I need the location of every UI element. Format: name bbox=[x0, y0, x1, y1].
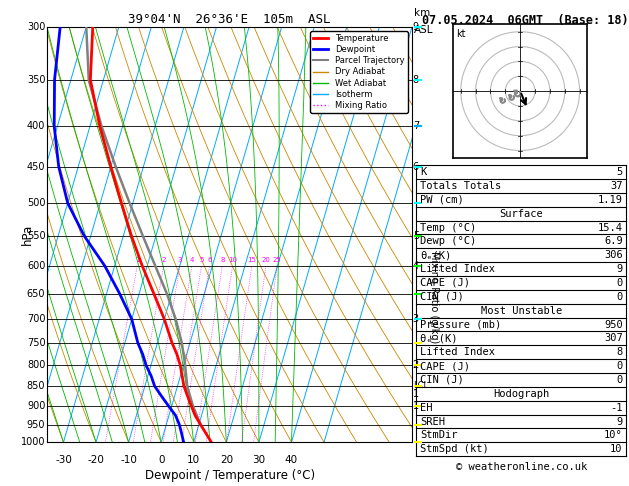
Text: 9: 9 bbox=[413, 22, 419, 32]
Text: SREH: SREH bbox=[420, 417, 445, 427]
Text: 0: 0 bbox=[616, 278, 623, 288]
Text: -30: -30 bbox=[55, 455, 72, 465]
Text: 07.05.2024  06GMT  (Base: 18): 07.05.2024 06GMT (Base: 18) bbox=[422, 14, 628, 27]
Text: 40: 40 bbox=[285, 455, 298, 465]
Text: ASL: ASL bbox=[414, 25, 433, 35]
Text: StmDir: StmDir bbox=[420, 431, 458, 440]
Text: 3: 3 bbox=[177, 257, 182, 262]
Text: 1: 1 bbox=[413, 401, 419, 411]
Text: 4: 4 bbox=[190, 257, 194, 262]
Text: Lifted Index: Lifted Index bbox=[420, 347, 495, 357]
Text: © weatheronline.co.uk: © weatheronline.co.uk bbox=[455, 462, 587, 472]
Text: 0: 0 bbox=[616, 292, 623, 302]
Text: 10°: 10° bbox=[604, 431, 623, 440]
Text: 6: 6 bbox=[413, 162, 419, 172]
Text: -10: -10 bbox=[120, 455, 137, 465]
Legend: Temperature, Dewpoint, Parcel Trajectory, Dry Adiabat, Wet Adiabat, Isotherm, Mi: Temperature, Dewpoint, Parcel Trajectory… bbox=[310, 31, 408, 113]
Text: Surface: Surface bbox=[499, 209, 543, 219]
Text: 25: 25 bbox=[272, 257, 281, 262]
Text: 6: 6 bbox=[207, 257, 212, 262]
Text: θₑ(K): θₑ(K) bbox=[420, 250, 452, 260]
Text: 700: 700 bbox=[27, 314, 45, 324]
Text: CIN (J): CIN (J) bbox=[420, 375, 464, 385]
Text: 950: 950 bbox=[27, 419, 45, 430]
Text: 500: 500 bbox=[27, 198, 45, 208]
Text: 600: 600 bbox=[27, 261, 45, 271]
Text: CIN (J): CIN (J) bbox=[420, 292, 464, 302]
Text: 8: 8 bbox=[413, 75, 419, 85]
Text: 9: 9 bbox=[616, 264, 623, 274]
Text: 5: 5 bbox=[616, 167, 623, 177]
Text: 30: 30 bbox=[252, 455, 265, 465]
Text: 750: 750 bbox=[26, 338, 45, 348]
Text: 800: 800 bbox=[27, 360, 45, 370]
Text: PW (cm): PW (cm) bbox=[420, 195, 464, 205]
Text: 300: 300 bbox=[27, 22, 45, 32]
Text: 5: 5 bbox=[199, 257, 204, 262]
Text: 37: 37 bbox=[610, 181, 623, 191]
Text: LCL: LCL bbox=[413, 381, 428, 390]
Text: Mixing Ratio (g/kg): Mixing Ratio (g/kg) bbox=[429, 251, 439, 343]
Text: Most Unstable: Most Unstable bbox=[481, 306, 562, 316]
Text: km: km bbox=[414, 8, 430, 18]
Text: 8: 8 bbox=[220, 257, 225, 262]
Text: 1000: 1000 bbox=[21, 437, 45, 447]
Text: 5: 5 bbox=[413, 231, 419, 241]
Text: 1: 1 bbox=[135, 257, 140, 262]
Text: 0: 0 bbox=[158, 455, 164, 465]
Text: StmSpd (kt): StmSpd (kt) bbox=[420, 444, 489, 454]
Text: 307: 307 bbox=[604, 333, 623, 344]
Text: Hodograph: Hodograph bbox=[493, 389, 549, 399]
Text: 950: 950 bbox=[604, 320, 623, 330]
Text: 2: 2 bbox=[413, 360, 419, 370]
Text: θₑ (K): θₑ (K) bbox=[420, 333, 458, 344]
Text: 8: 8 bbox=[616, 347, 623, 357]
Text: Dewpoint / Temperature (°C): Dewpoint / Temperature (°C) bbox=[145, 469, 314, 482]
Text: 650: 650 bbox=[27, 289, 45, 298]
Text: 7: 7 bbox=[413, 121, 419, 131]
Text: 0: 0 bbox=[616, 361, 623, 371]
Text: Pressure (mb): Pressure (mb) bbox=[420, 320, 501, 330]
Text: 6.9: 6.9 bbox=[604, 236, 623, 246]
Text: 306: 306 bbox=[604, 250, 623, 260]
Text: Temp (°C): Temp (°C) bbox=[420, 223, 476, 233]
Text: 10: 10 bbox=[187, 455, 200, 465]
Text: 4: 4 bbox=[413, 261, 419, 271]
Text: CAPE (J): CAPE (J) bbox=[420, 361, 470, 371]
Text: 9: 9 bbox=[616, 417, 623, 427]
Text: -1: -1 bbox=[610, 402, 623, 413]
Title: 39°04'N  26°36'E  105m  ASL: 39°04'N 26°36'E 105m ASL bbox=[128, 13, 331, 26]
Text: 900: 900 bbox=[27, 401, 45, 411]
Text: 550: 550 bbox=[26, 231, 45, 241]
Text: hPa: hPa bbox=[21, 224, 33, 245]
Text: CAPE (J): CAPE (J) bbox=[420, 278, 470, 288]
Text: 0: 0 bbox=[616, 375, 623, 385]
Text: Totals Totals: Totals Totals bbox=[420, 181, 501, 191]
Text: 1: 1 bbox=[413, 389, 419, 399]
Text: 20: 20 bbox=[220, 455, 233, 465]
Text: 400: 400 bbox=[27, 121, 45, 131]
Text: 15: 15 bbox=[247, 257, 256, 262]
Text: 15.4: 15.4 bbox=[598, 223, 623, 233]
Text: 850: 850 bbox=[27, 381, 45, 391]
Text: K: K bbox=[420, 167, 426, 177]
Text: Dewp (°C): Dewp (°C) bbox=[420, 236, 476, 246]
Text: Lifted Index: Lifted Index bbox=[420, 264, 495, 274]
Text: kt: kt bbox=[456, 29, 466, 39]
Text: 10: 10 bbox=[228, 257, 237, 262]
Text: 1.19: 1.19 bbox=[598, 195, 623, 205]
Text: 3: 3 bbox=[413, 314, 419, 324]
Text: 2: 2 bbox=[162, 257, 166, 262]
Text: EH: EH bbox=[420, 402, 433, 413]
Text: 350: 350 bbox=[27, 75, 45, 85]
Text: 10: 10 bbox=[610, 444, 623, 454]
Text: 20: 20 bbox=[262, 257, 270, 262]
Text: 450: 450 bbox=[27, 162, 45, 172]
Text: -20: -20 bbox=[87, 455, 104, 465]
